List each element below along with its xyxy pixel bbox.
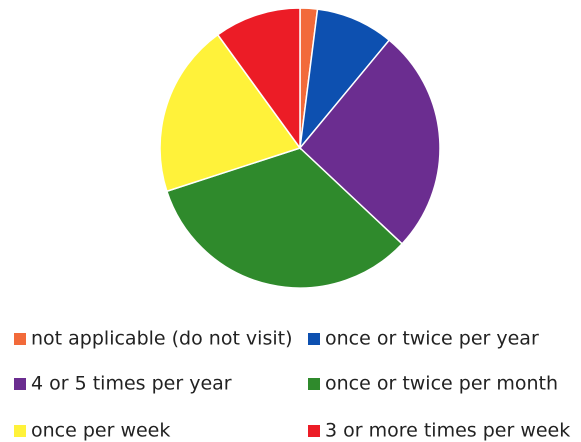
pie-slice: [298, 8, 391, 151]
legend-label: not applicable (do not visit): [31, 328, 293, 350]
pie-slice: [165, 147, 404, 289]
legend-label: 4 or 5 times per year: [31, 373, 232, 395]
pie-slice: [159, 33, 302, 193]
legend-swatch: [14, 378, 26, 390]
legend-swatch: [308, 333, 320, 345]
legend-swatch: [308, 378, 320, 390]
legend-label: once per week: [31, 420, 170, 442]
legend-swatch: [308, 425, 320, 437]
pie-slice: [216, 7, 301, 151]
legend-swatch: [14, 333, 26, 345]
legend-label: once or twice per year: [325, 328, 539, 350]
pie-slice: [298, 39, 441, 245]
legend-label: 3 or more times per week: [325, 420, 570, 442]
legend-label: once or twice per month: [325, 373, 558, 395]
legend-swatch: [14, 425, 26, 437]
